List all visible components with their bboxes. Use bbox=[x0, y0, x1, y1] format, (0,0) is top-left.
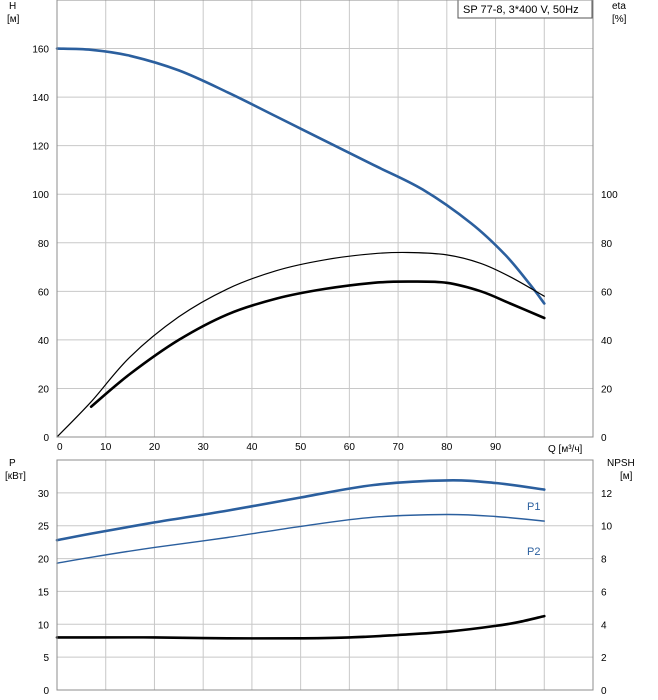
x-tick-label: 50 bbox=[295, 442, 307, 453]
y-left-tick-label: 30 bbox=[38, 489, 50, 500]
power-axis-title: P bbox=[9, 458, 16, 469]
x-tick-label: 0 bbox=[57, 442, 63, 453]
y-right-tick-label: 100 bbox=[601, 190, 618, 201]
series-p1-line bbox=[55, 479, 546, 542]
series-p2-line bbox=[56, 513, 545, 564]
legend-box bbox=[457, 0, 593, 19]
y-right-tick-label: 10 bbox=[601, 522, 613, 533]
y-right-tick-label: 0 bbox=[601, 433, 607, 444]
bottom-tick-labels: 0 5 10 15 20 25 30 0 2 4 6 8 10 12 bbox=[38, 489, 613, 697]
eta-axis-title: eta bbox=[612, 1, 626, 12]
y-right-tick-label: 6 bbox=[601, 587, 607, 598]
y-left-tick-label: 160 bbox=[32, 45, 49, 56]
y-right-tick-label: 4 bbox=[601, 620, 607, 631]
y-right-tick-label: 8 bbox=[601, 555, 607, 566]
y-left-tick-label: 20 bbox=[38, 384, 50, 395]
series-eta-total-line bbox=[89, 280, 546, 408]
bottom-grid bbox=[56, 459, 594, 691]
top-series-group bbox=[55, 47, 546, 438]
y-right-tick-label: 60 bbox=[601, 287, 613, 298]
x-tick-label: 90 bbox=[490, 442, 502, 453]
flow-axis-title: Q [м³/ч] bbox=[548, 444, 583, 455]
x-tick-label: 20 bbox=[149, 442, 161, 453]
p2-label: P2 bbox=[527, 546, 540, 558]
y-right-tick-label: 80 bbox=[601, 239, 613, 250]
y-left-tick-label: 25 bbox=[38, 522, 50, 533]
y-left-tick-label: 10 bbox=[38, 620, 50, 631]
series-eta-pump-line bbox=[56, 251, 545, 438]
x-tick-label: 70 bbox=[393, 442, 405, 453]
series-npsh-line bbox=[55, 614, 546, 640]
x-tick-label: 80 bbox=[441, 442, 453, 453]
y-right-tick-label: 12 bbox=[601, 489, 613, 500]
y-left-tick-label: 120 bbox=[32, 142, 49, 153]
power-axis-unit: [кВт] bbox=[5, 471, 26, 482]
y-left-tick-label: 0 bbox=[43, 686, 49, 697]
y-left-tick-label: 20 bbox=[38, 555, 50, 566]
x-tick-label: 10 bbox=[100, 442, 112, 453]
x-tick-label: 30 bbox=[198, 442, 210, 453]
top-plot-frame bbox=[56, 0, 594, 438]
p1-label: P1 bbox=[527, 501, 540, 513]
y-right-tick-label: 0 bbox=[601, 686, 607, 697]
y-left-tick-label: 40 bbox=[38, 336, 50, 347]
y-left-tick-label: 80 bbox=[38, 239, 50, 250]
y-left-tick-label: 5 bbox=[43, 653, 49, 664]
head-axis-unit: [м] bbox=[7, 14, 20, 25]
legend-text: SP 77-8, 3*400 V, 50Hz bbox=[463, 4, 579, 16]
npsh-axis-title: NPSH bbox=[607, 458, 635, 469]
npsh-axis-unit: [м] bbox=[620, 471, 633, 482]
y-left-tick-label: 15 bbox=[38, 587, 50, 598]
eta-axis-unit: [%] bbox=[612, 14, 627, 25]
y-left-tick-label: 60 bbox=[38, 287, 50, 298]
y-right-tick-label: 20 bbox=[601, 384, 613, 395]
bottom-series-group bbox=[55, 479, 546, 640]
y-left-tick-label: 100 bbox=[32, 190, 49, 201]
y-right-tick-label: 2 bbox=[601, 653, 607, 664]
top-grid bbox=[56, 0, 594, 438]
y-left-tick-label: 0 bbox=[43, 433, 49, 444]
top-tick-labels: 0 20 40 60 80 100 120 140 160 0 20 40 60 80 100 0 10 20 30… bbox=[32, 45, 618, 453]
head-axis-title: H bbox=[9, 1, 16, 12]
y-left-tick-label: 140 bbox=[32, 93, 49, 104]
x-tick-label: 60 bbox=[344, 442, 356, 453]
x-tick-label: 40 bbox=[246, 442, 258, 453]
series-head-line bbox=[55, 47, 546, 305]
y-right-tick-label: 40 bbox=[601, 336, 613, 347]
bottom-plot-frame bbox=[56, 459, 594, 691]
